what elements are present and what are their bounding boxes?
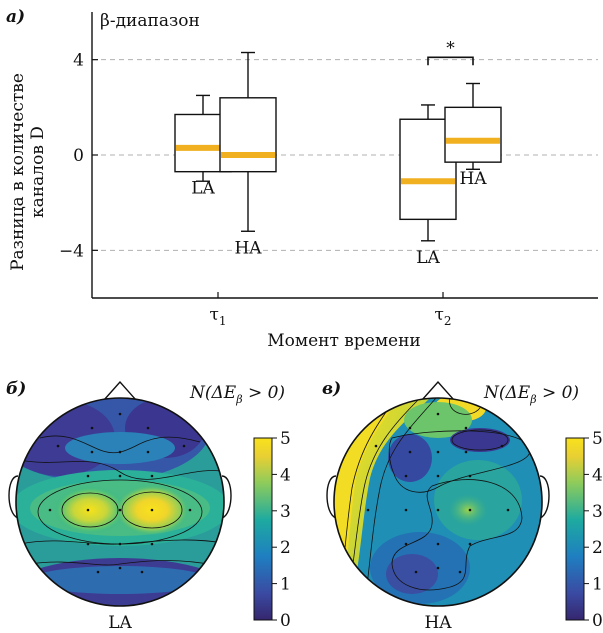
y-axis-label-line1: Разница в количестве: [8, 73, 28, 271]
panel-a-title: β-диапазон: [100, 11, 200, 31]
colorbar-tick-label: 3: [592, 502, 603, 522]
box-label-la: LA: [416, 248, 440, 268]
y-tick-label: −4: [59, 241, 84, 261]
colorbar-tick-label: 5: [592, 429, 603, 449]
caption-ha: HA: [424, 613, 452, 633]
head-outline: [333, 397, 543, 607]
colorbar-tick-label: 4: [280, 465, 291, 485]
ha-heatmap: [334, 398, 542, 606]
colorbar-tick-label: 0: [280, 611, 291, 631]
colorbar-title-c: N(ΔEβ > 0): [483, 383, 579, 406]
la-topomap-panel: б): [6, 379, 291, 633]
x-tick-label: τ1: [209, 305, 226, 328]
panel-b-letter: б): [6, 379, 26, 399]
box-label-ha: HA: [234, 238, 262, 258]
head-outline: [15, 397, 225, 607]
y-axis-label-line2: каналов D: [28, 126, 48, 218]
colorbar-title-b: N(ΔEβ > 0): [189, 383, 285, 406]
colorbar-tick-label: 2: [280, 538, 291, 558]
box-ha: [444, 106, 502, 163]
box-label-ha: HA: [459, 169, 487, 189]
colorbar-tick-label: 1: [280, 575, 291, 595]
caption-la: LA: [108, 613, 132, 633]
colorbar-tick-label: 2: [592, 538, 603, 558]
colorbar-ticks-c: 5 4 3 2 1 0: [584, 429, 603, 631]
box-label-la: LA: [191, 179, 215, 199]
colorbar-ticks-b: 5 4 3 2 1 0: [272, 429, 291, 631]
significance-star: *: [446, 38, 455, 58]
panel-c-letter: в): [322, 379, 341, 399]
colorbar-tick-label: 4: [592, 465, 603, 485]
colorbar-tick-label: 0: [592, 611, 603, 631]
colorbar-tick-label: 1: [592, 575, 603, 595]
ha-topomap-panel: в): [322, 379, 603, 633]
significance-bracket: [427, 56, 474, 66]
panel-a-letter: а): [6, 7, 25, 27]
colorbar-tick-label: 3: [280, 502, 291, 522]
y-tick-label: 0: [73, 146, 84, 166]
colorbar-c: [565, 437, 585, 621]
colorbar-tick-label: 5: [280, 429, 291, 449]
boxplot-panel: а) β-диапазон Разница в количестве канал…: [6, 7, 598, 351]
colorbar-b: [253, 437, 273, 621]
x-axis-label: Момент времени: [267, 331, 421, 351]
box-ha: [219, 97, 277, 173]
y-tick-label: 4: [73, 51, 84, 71]
plot-area: 4 0 −4 τ1 τ2 LA LA HA HA *: [59, 12, 598, 328]
x-tick-label: τ2: [434, 305, 451, 328]
